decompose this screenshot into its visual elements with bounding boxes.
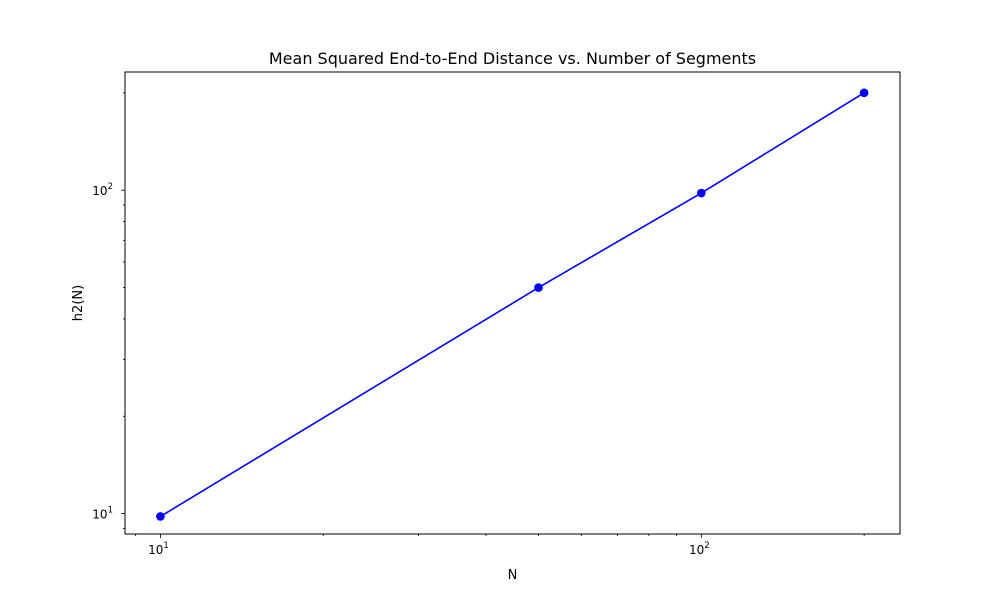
series-line: [160, 92, 865, 518]
data-point: [534, 283, 543, 292]
x-tick-label: 102: [689, 541, 710, 557]
data-point: [697, 188, 706, 198]
y-tick-label: 102: [92, 182, 113, 198]
series-layer: [156, 88, 869, 521]
major-ticks: 101 102 101 102: [92, 182, 709, 557]
plot-frame: [124, 71, 901, 535]
data-point: [859, 88, 869, 98]
y-axis-label: h2(N): [71, 285, 86, 321]
y-tick-label: 101: [92, 506, 113, 522]
chart-title: Mean Squared End-to-End Distance vs. Num…: [269, 49, 756, 68]
x-tick-label: 101: [148, 541, 169, 557]
x-axis-label: N: [508, 568, 518, 583]
data-point: [156, 512, 165, 521]
